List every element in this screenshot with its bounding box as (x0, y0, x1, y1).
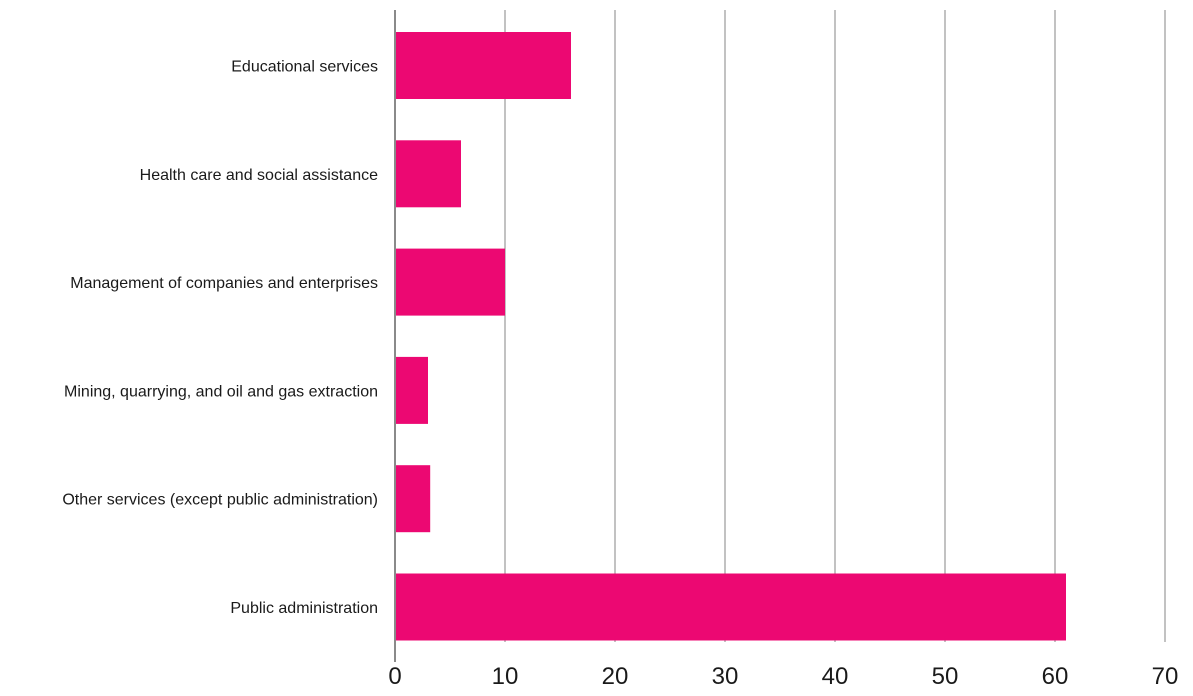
bar-0 (395, 32, 571, 99)
bars (395, 32, 1066, 641)
bar-1 (395, 140, 461, 208)
x-tick-label-10: 10 (492, 663, 519, 690)
bar-2 (395, 248, 505, 316)
category-label-0: Educational services (231, 59, 378, 76)
x-tick-label-60: 60 (1042, 663, 1069, 690)
category-labels: Educational services Health care and soci… (62, 59, 378, 618)
category-label-4: Other services (except public administra… (62, 492, 378, 509)
x-tick-label-70: 70 (1152, 663, 1179, 690)
x-tick-label-30: 30 (712, 663, 739, 690)
category-label-3: Mining, quarrying, and oil and gas extra… (64, 383, 378, 400)
x-tick-label-50: 50 (932, 663, 959, 690)
category-label-5: Public administration (230, 600, 378, 617)
x-tick-label-20: 20 (602, 663, 629, 690)
x-tick-label-0: 0 (388, 663, 401, 690)
x-tick-label-40: 40 (822, 663, 849, 690)
tick-labels: 0 10 20 30 40 50 60 70 (388, 663, 1178, 690)
category-label-2: Management of companies and enterprises (70, 275, 378, 292)
gridlines (504, 10, 1166, 642)
bar-5 (395, 573, 1066, 641)
bar-4 (395, 465, 431, 533)
bar-3 (395, 356, 428, 424)
category-label-1: Health care and social assistance (140, 167, 378, 184)
